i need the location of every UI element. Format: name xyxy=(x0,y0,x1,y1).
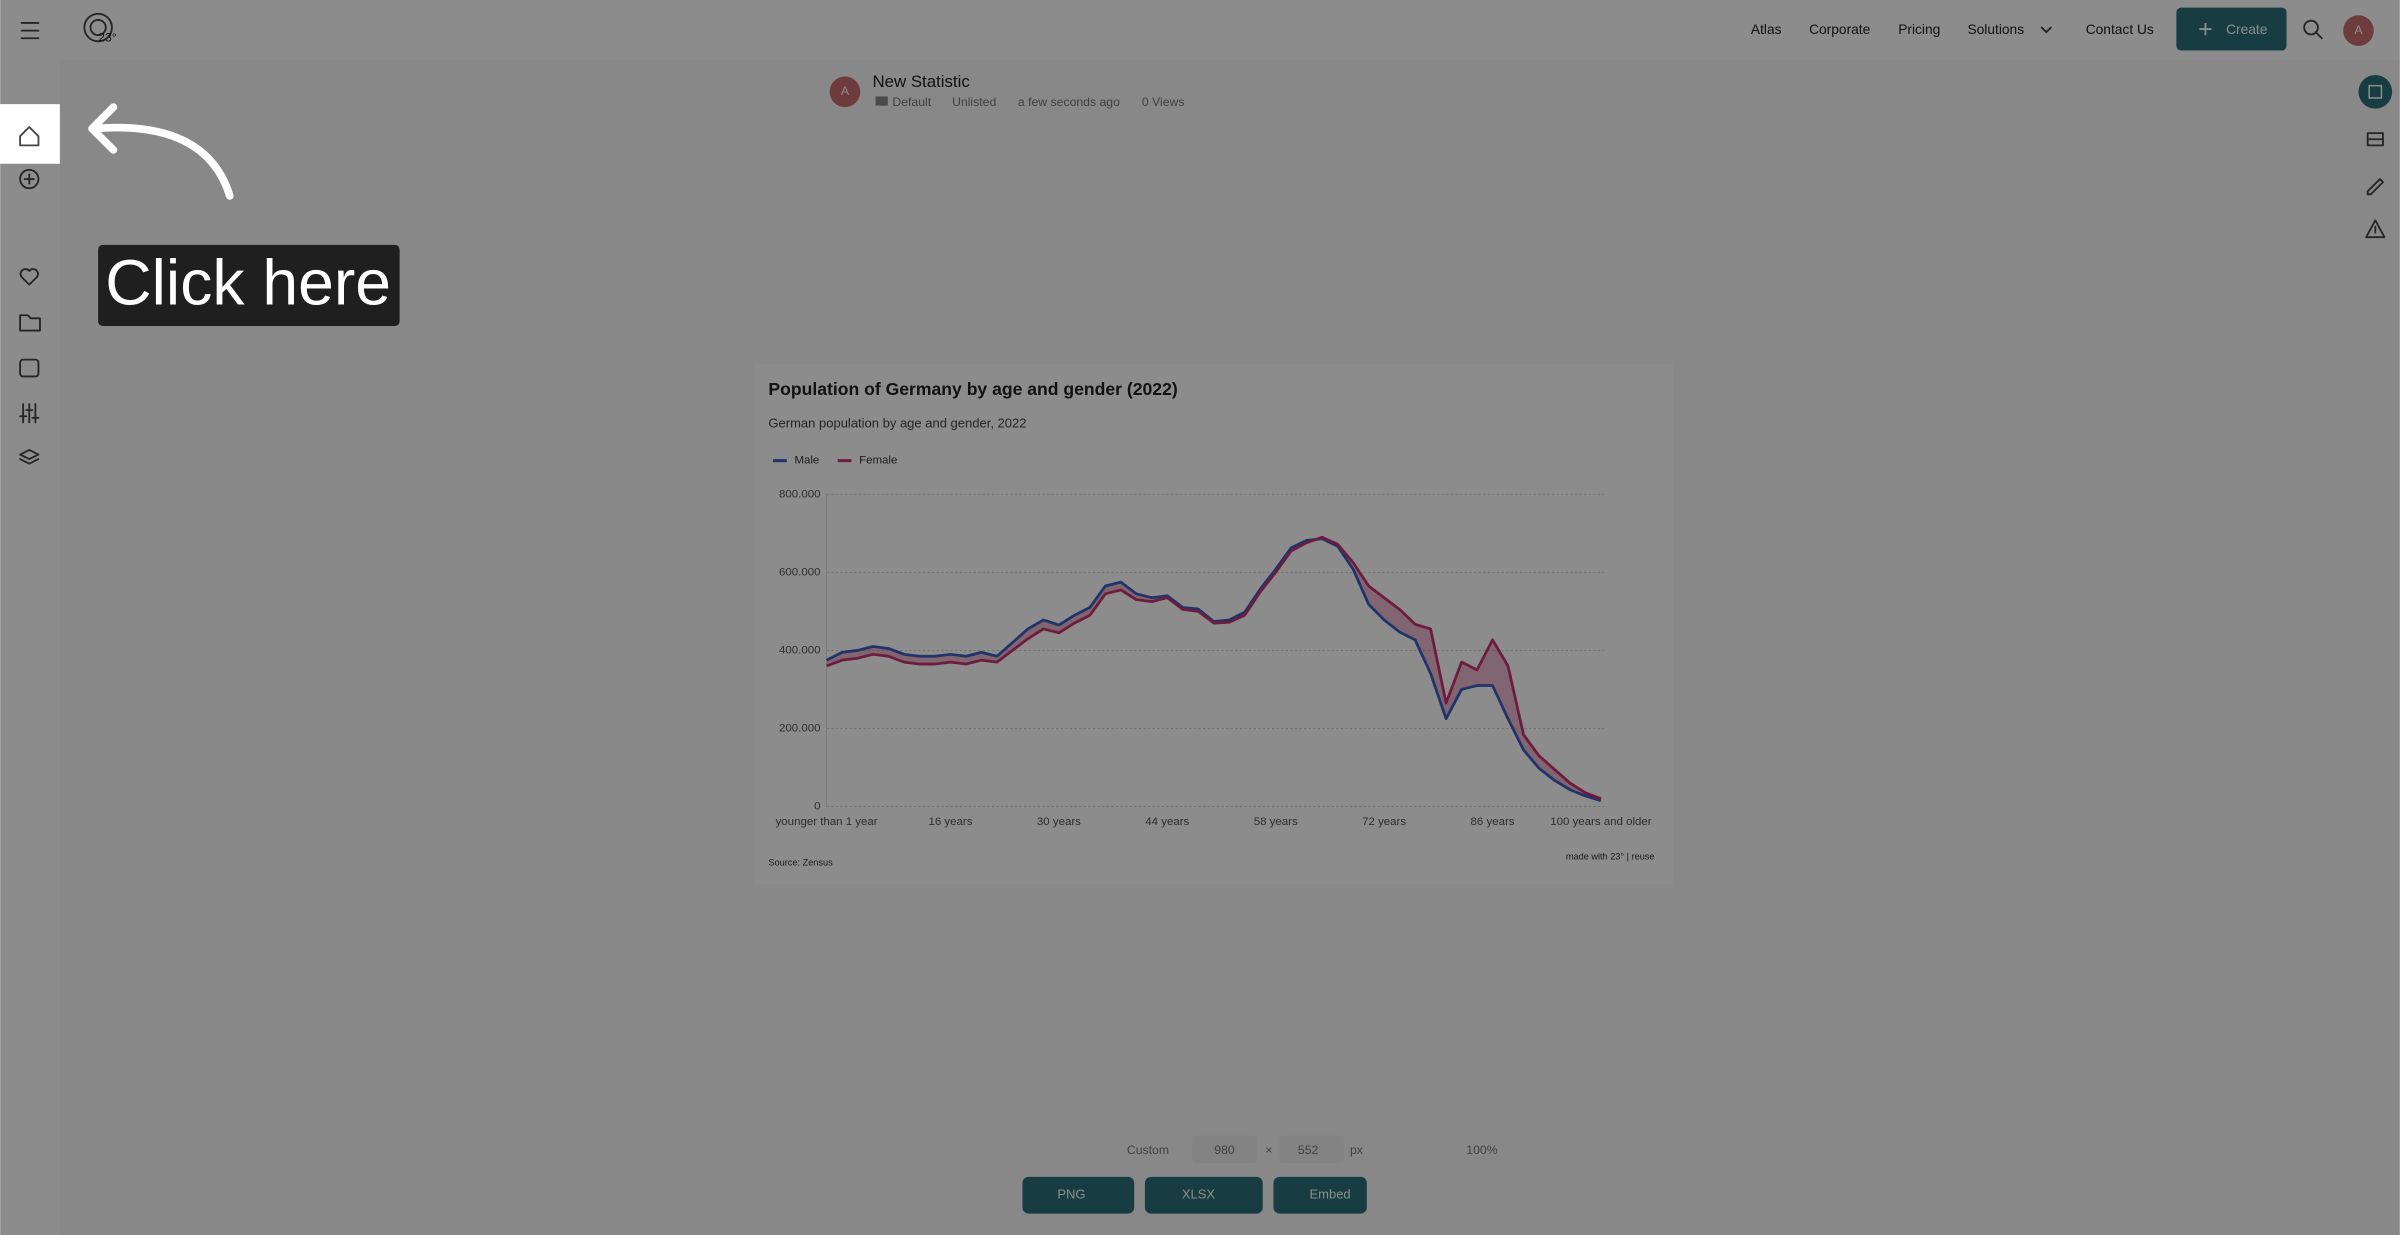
hint-label: Click here xyxy=(105,247,391,319)
time: a few seconds ago xyxy=(1018,95,1120,109)
folder-small xyxy=(875,96,888,106)
home-icon[interactable] xyxy=(19,126,40,147)
chart-title: Population of Germany by age and gender … xyxy=(768,379,1177,399)
legend-label: Female xyxy=(859,455,897,467)
sidebar xyxy=(0,59,60,1235)
source: Source: Zensus xyxy=(768,858,833,868)
menu-icon[interactable] xyxy=(20,22,40,40)
top-bar xyxy=(0,0,2400,60)
search-icon[interactable] xyxy=(2303,19,2323,40)
statistic-title[interactable]: New Statistic xyxy=(873,72,970,91)
data-icon[interactable] xyxy=(2366,132,2384,147)
legend-label: Male xyxy=(794,455,819,467)
nav-link[interactable]: Contact Us xyxy=(2086,22,2154,37)
create-label[interactable]: Create xyxy=(2226,22,2268,37)
visibility[interactable]: Unlisted xyxy=(952,95,996,109)
image-icon[interactable] xyxy=(19,358,40,378)
x-tick-label: younger than 1 year xyxy=(776,816,878,828)
favorites-icon[interactable] xyxy=(19,268,39,286)
credit[interactable]: made with 23° | reuse xyxy=(1566,851,1655,861)
y-tick-label: 600.000 xyxy=(779,566,820,578)
png-label[interactable]: PNG xyxy=(1057,1187,1085,1202)
unit[interactable]: px xyxy=(1350,1143,1363,1157)
hint-box xyxy=(98,244,400,326)
nav-link[interactable]: Solutions xyxy=(1967,22,2024,37)
create-button[interactable] xyxy=(2176,7,2287,51)
x-tick-label: 58 years xyxy=(1254,816,1298,828)
settings-icon[interactable] xyxy=(19,403,40,424)
zoom: 100% xyxy=(1466,1143,1497,1157)
author-initial: A xyxy=(841,84,850,98)
y-tick-label: 400.000 xyxy=(779,644,820,656)
chevron xyxy=(2040,26,2052,34)
png-button[interactable] xyxy=(1022,1176,1135,1214)
y-tick-label: 800.000 xyxy=(779,488,820,500)
svg-text:23°: 23° xyxy=(98,30,117,44)
width-value[interactable]: 980 xyxy=(1214,1143,1235,1157)
avatar[interactable] xyxy=(2343,15,2374,46)
x-tick-label: 86 years xyxy=(1471,816,1515,828)
chart-subtitle: German population by age and gender, 202… xyxy=(768,415,1026,430)
views: 0 Views xyxy=(1142,95,1185,109)
nav-link[interactable]: Atlas xyxy=(1751,22,1782,37)
embed-label[interactable]: Embed xyxy=(1309,1187,1350,1202)
preset[interactable]: Custom xyxy=(1127,1143,1169,1157)
times: × xyxy=(1265,1143,1272,1157)
nav-link[interactable]: Corporate xyxy=(1809,22,1871,37)
x-tick-label: 100 years and older xyxy=(1550,816,1652,828)
author-avatar xyxy=(829,76,861,108)
x-tick-label: 30 years xyxy=(1037,816,1081,828)
height-value[interactable]: 552 xyxy=(1298,1143,1319,1157)
xlsx-label[interactable]: XLSX xyxy=(1182,1187,1216,1202)
x-tick-label: 44 years xyxy=(1145,816,1189,828)
plot: 0 200.000 400.000 600.000 800.000 younger tha… xyxy=(773,455,1652,828)
warning-icon[interactable] xyxy=(2365,219,2386,239)
series-line xyxy=(826,535,1602,800)
plus-icon xyxy=(2199,22,2212,36)
save-icon xyxy=(2368,84,2383,99)
y-tick-label: 0 xyxy=(814,801,820,813)
edit-icon[interactable] xyxy=(2366,178,2384,196)
xlsx-button[interactable] xyxy=(1144,1176,1263,1214)
nav-link[interactable]: Pricing xyxy=(1898,22,1940,37)
add-icon[interactable] xyxy=(19,168,40,190)
height-input[interactable] xyxy=(1279,1135,1344,1164)
x-tick-label: 16 years xyxy=(928,816,972,828)
folder[interactable]: Default xyxy=(892,95,931,109)
width-input[interactable] xyxy=(1192,1135,1257,1164)
x-tick-label: 72 years xyxy=(1362,816,1406,828)
hint-arrow xyxy=(88,103,234,200)
logo[interactable]: 23° xyxy=(83,12,117,45)
y-tick-label: 200.000 xyxy=(779,722,820,734)
folder-icon[interactable] xyxy=(19,314,41,332)
layers-icon[interactable] xyxy=(19,449,40,465)
save-button[interactable] xyxy=(2358,74,2393,109)
embed-button[interactable] xyxy=(1273,1176,1367,1214)
avatar-initial: A xyxy=(2354,23,2363,37)
